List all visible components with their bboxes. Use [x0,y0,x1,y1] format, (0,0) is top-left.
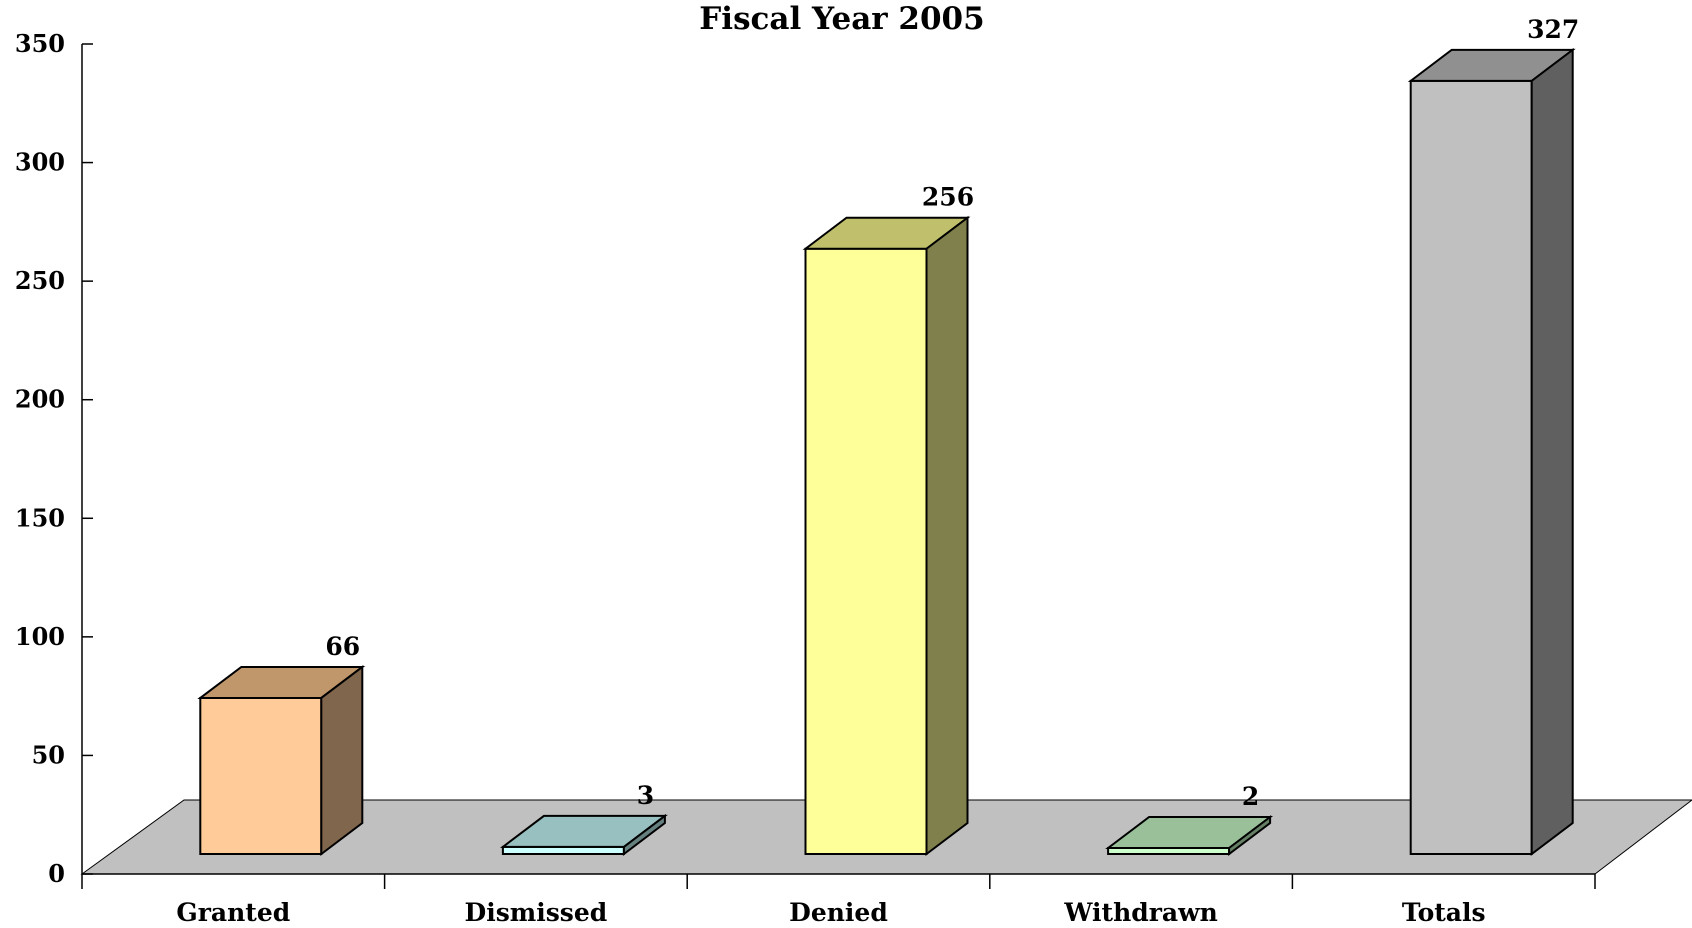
y-tick-label: 200 [15,385,65,414]
data-label: 3 [637,781,654,810]
data-label: 66 [325,632,360,661]
bar [501,845,625,855]
x-category-label: Withdrawn [1063,898,1217,927]
bar [804,247,928,856]
y-tick-label: 250 [15,266,65,295]
bar-side [925,215,969,857]
y-tick-label: 0 [48,859,65,888]
bar-side [622,813,666,857]
y-tick-label: 350 [15,29,65,58]
data-label: 327 [1527,15,1579,44]
y-tick-label: 150 [15,503,65,532]
bar-side [320,664,364,857]
data-label: 2 [1242,782,1259,811]
y-tick-label: 300 [15,148,65,177]
x-category-label: Granted [176,898,290,927]
y-tick-label: 50 [32,740,65,769]
x-category-label: Totals [1402,898,1486,927]
bar [1409,79,1533,856]
y-tick-label: 100 [15,622,65,651]
x-category-label: Dismissed [465,898,608,927]
chart-title: Fiscal Year 2005 [699,1,984,37]
bar [199,696,323,855]
x-category-label: Denied [789,898,888,927]
bar-side [1530,47,1574,857]
bar-side [1228,814,1272,857]
data-label: 256 [922,183,974,212]
